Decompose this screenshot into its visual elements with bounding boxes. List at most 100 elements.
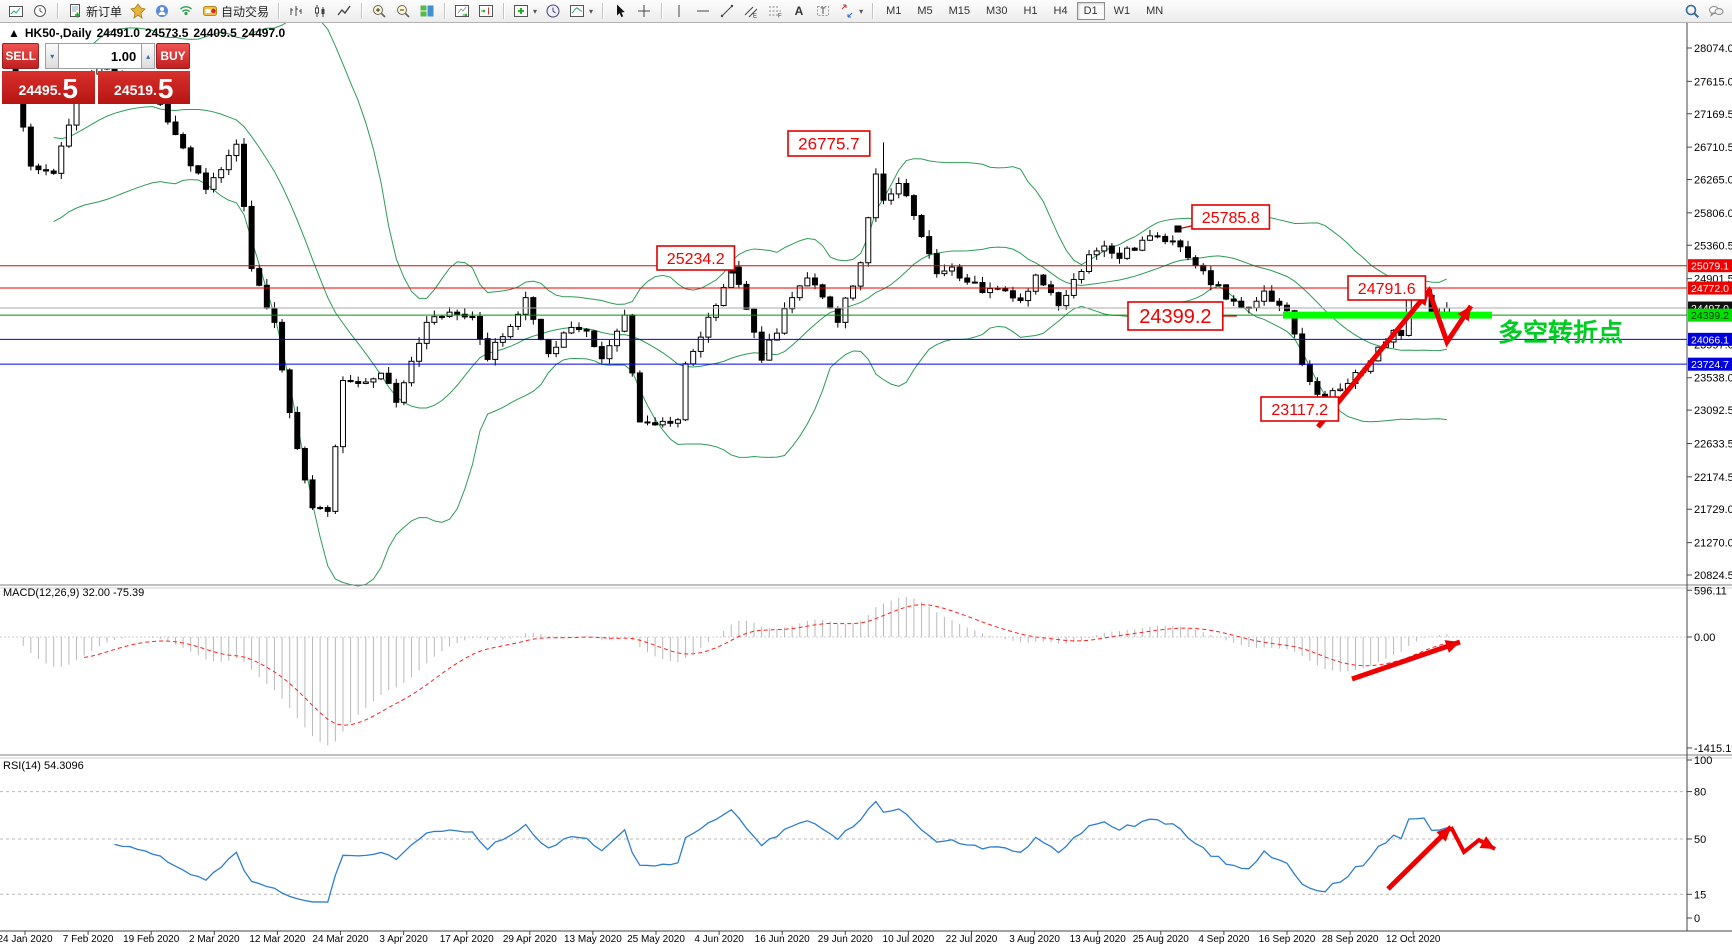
zoom-out-button[interactable] — [392, 2, 414, 20]
vertical-line-button[interactable] — [668, 2, 690, 20]
volume-input[interactable] — [59, 43, 142, 69]
line-chart-button[interactable] — [333, 2, 355, 20]
time-axis[interactable] — [0, 931, 1687, 946]
svg-text:2 Mar 2020: 2 Mar 2020 — [189, 934, 240, 945]
channel-button[interactable]: E — [740, 2, 762, 20]
rsi-arrow[interactable] — [1386, 825, 1496, 891]
tf-w1-button[interactable]: W1 — [1113, 5, 1131, 17]
price-axis[interactable] — [1687, 22, 1732, 931]
svg-text:596.11: 596.11 — [1694, 585, 1727, 597]
svg-text:25 Aug 2020: 25 Aug 2020 — [1133, 934, 1190, 945]
svg-text:3 Apr 2020: 3 Apr 2020 — [379, 934, 428, 945]
toolbar-separator — [503, 3, 505, 19]
community-icon — [154, 3, 170, 19]
search-icon — [1684, 3, 1700, 19]
svg-text:21729.0: 21729.0 — [1694, 504, 1732, 516]
tile-windows-button[interactable] — [416, 2, 438, 20]
auto-scroll-icon — [454, 3, 470, 19]
svg-text:27615.0: 27615.0 — [1694, 76, 1732, 88]
tf-h4-button[interactable]: H4 — [1053, 5, 1068, 17]
hline-icon — [695, 3, 711, 19]
rsi-panel-divider[interactable] — [0, 752, 1687, 759]
svg-text:24791.6: 24791.6 — [1358, 281, 1416, 298]
templates-button[interactable]: ▾ — [566, 2, 596, 20]
svg-text:7 Feb 2020: 7 Feb 2020 — [63, 934, 114, 945]
arrows-icon — [839, 3, 855, 19]
fibonacci-button[interactable]: F — [764, 2, 786, 20]
svg-text:15: 15 — [1694, 889, 1706, 901]
ohlc-open: 24491.0 — [96, 26, 140, 40]
fibo-icon: F — [767, 3, 783, 19]
svg-text:12 Mar 2020: 12 Mar 2020 — [249, 934, 306, 945]
zoom-in-button[interactable] — [368, 2, 390, 20]
ohlc-high: 24573.5 — [144, 26, 189, 40]
svg-text:23117.2: 23117.2 — [1271, 402, 1328, 419]
volume-increase-button[interactable]: ▴ — [141, 43, 155, 69]
new-order-button[interactable]: 新订单 — [64, 2, 125, 21]
auto-scroll-button[interactable] — [451, 2, 473, 20]
svg-text:16 Sep 2020: 16 Sep 2020 — [1259, 934, 1316, 945]
history-center-button[interactable] — [29, 2, 51, 20]
ohlc-close: 24497.0 — [241, 26, 286, 40]
price-callouts[interactable]: 26775.7 25234.2 25785.8 24791.6 24399.2 23117… — [656, 130, 1427, 422]
buy-price-main: 24519. — [114, 82, 157, 98]
arrows-button[interactable]: ▾ — [836, 2, 866, 20]
buy-button[interactable]: BUY — [155, 43, 190, 69]
signals-button[interactable] — [175, 2, 197, 20]
chart-window-icon — [8, 3, 24, 19]
panel-collapse-icon[interactable]: ▲ — [8, 26, 20, 40]
svg-text:25 May 2020: 25 May 2020 — [627, 934, 685, 945]
svg-text:23724.7: 23724.7 — [1691, 359, 1729, 371]
tf-h1-button[interactable]: H1 — [1023, 5, 1038, 17]
tf-m30-button[interactable]: M30 — [986, 5, 1008, 17]
tf-m5-button[interactable]: M5 — [917, 5, 933, 17]
cursor-button[interactable] — [609, 2, 631, 20]
chart-shift-button[interactable] — [475, 2, 497, 20]
svg-text:29 Jun 2020: 29 Jun 2020 — [818, 934, 873, 945]
periods-button[interactable] — [542, 2, 564, 20]
buy-price-big: 5 — [157, 73, 174, 104]
svg-text:25079.1: 25079.1 — [1691, 261, 1729, 273]
macd-panel-divider[interactable] — [0, 582, 1687, 589]
toolbar-separator — [57, 3, 58, 19]
sell-price-display[interactable]: 24495. 5 — [2, 71, 95, 104]
trendline-button[interactable] — [716, 2, 738, 20]
bar-chart-button[interactable] — [285, 2, 307, 20]
svg-text:10 Jul 2020: 10 Jul 2020 — [883, 934, 935, 945]
template-icon — [569, 3, 585, 19]
tf-mn-button[interactable]: MN — [1146, 5, 1164, 17]
macd-arrow[interactable] — [1351, 639, 1461, 682]
svg-text:22633.5: 22633.5 — [1694, 438, 1732, 450]
chart-window-button[interactable] — [5, 2, 27, 20]
svg-text:25806.0: 25806.0 — [1694, 208, 1732, 220]
indicators-icon — [513, 3, 529, 19]
chevron-down-icon: ▾ — [533, 6, 538, 16]
svg-text:MACD(12,26,9) 32.00 -75.39: MACD(12,26,9) 32.00 -75.39 — [3, 587, 144, 599]
autotrading-button[interactable]: 自动交易 — [199, 2, 272, 21]
search-button[interactable] — [1681, 2, 1703, 20]
toolbar-separator — [444, 3, 446, 19]
seal-icon — [130, 3, 146, 19]
chat-button[interactable] — [1705, 2, 1727, 20]
autotrade-icon — [202, 3, 218, 19]
community-button[interactable] — [151, 2, 173, 20]
autotrading-button-label: 自动交易 — [221, 4, 270, 19]
text-label-button[interactable]: T — [812, 2, 834, 20]
sell-button[interactable]: SELL — [2, 43, 40, 69]
tf-d1-button[interactable]: D1 — [1076, 2, 1105, 20]
tf-m1-button[interactable]: M1 — [886, 5, 902, 17]
indicators-button[interactable]: ▾ — [510, 2, 540, 20]
tf-m15-button[interactable]: M15 — [948, 5, 971, 17]
rsi-panel: RSI(14) 54.3096 — [0, 760, 1687, 903]
buy-price-display[interactable]: 24519. 5 — [97, 71, 190, 104]
toolbar-separator — [872, 3, 874, 19]
mql5-seal-button[interactable] — [127, 2, 149, 20]
vline-icon — [671, 3, 687, 19]
text-button[interactable]: A — [788, 2, 810, 20]
horizontal-line-button[interactable] — [692, 2, 714, 20]
candle-chart-button[interactable] — [309, 2, 331, 20]
crosshair-button[interactable] — [633, 2, 655, 20]
volume-decrease-button[interactable]: ▾ — [45, 43, 60, 69]
toolbar-separator — [602, 3, 604, 19]
